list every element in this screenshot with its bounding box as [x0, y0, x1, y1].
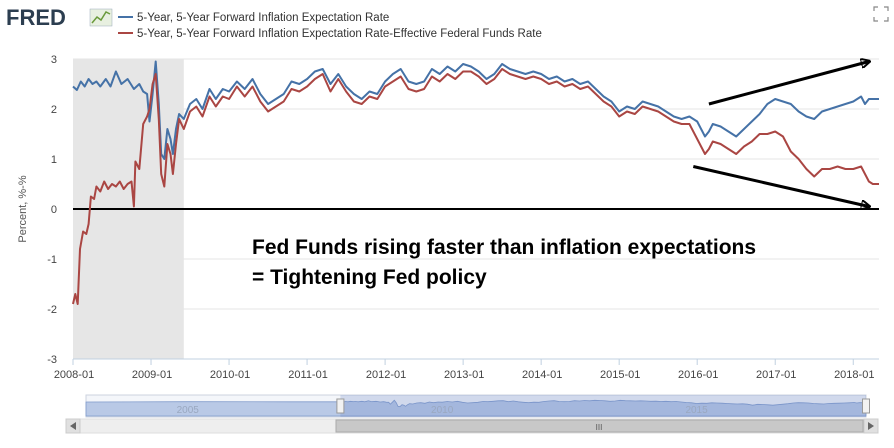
x-tick-label: 2011-01 — [288, 369, 328, 381]
navigator-handle-left[interactable] — [336, 398, 345, 414]
annotation-line-1: Fed Funds rising faster than inflation e… — [252, 236, 756, 259]
y-axis-label: Percent, %-% — [17, 175, 29, 242]
x-tick-label: 2014-01 — [522, 369, 562, 381]
y-tick-label: -2 — [47, 304, 57, 316]
scrollbar[interactable]: III — [65, 418, 879, 434]
x-tick-label: 2013-01 — [444, 369, 484, 381]
scrollbar-thumb[interactable] — [335, 419, 864, 433]
navigator-year-labels: 2005 2010 2015 — [177, 405, 708, 416]
series-line-1[interactable] — [72, 60, 879, 160]
annotation-arrow-2 — [692, 165, 869, 207]
y-tick-label: 0 — [51, 204, 57, 216]
x-tick-label: 2015-01 — [600, 369, 640, 381]
y-tick-label: 1 — [51, 154, 57, 166]
navigator-selection[interactable] — [340, 395, 866, 417]
legend-label: 5-Year, 5-Year Forward Inflation Expecta… — [137, 12, 389, 24]
annotations: Fed Funds rising faster than inflation e… — [252, 62, 869, 289]
navigator-year-label: 2005 — [177, 405, 200, 416]
scrollbar-grip: III — [596, 423, 603, 432]
range-navigator[interactable]: 2005 2010 2015 — [85, 394, 870, 418]
y-tick-label: -1 — [47, 254, 57, 266]
x-tick-label: 2016-01 — [678, 369, 718, 381]
line-chart-icon — [89, 8, 113, 27]
y-tick-label: 2 — [51, 104, 57, 116]
navigator-year-label: 2010 — [431, 405, 454, 416]
series-line-2[interactable] — [72, 68, 879, 305]
x-tick-label: 2017-01 — [756, 369, 796, 381]
x-tick-label: 2010-01 — [210, 369, 250, 381]
chart-header: FRED 5-Year, 5-Year Forward Inflation Ex… — [6, 5, 889, 40]
x-axis-ticks: 2008-01 2009-01 2010-01 2011-01 2012-01 2013-… — [54, 359, 874, 381]
y-tick-label: 3 — [51, 54, 57, 66]
series-layer — [72, 60, 879, 305]
x-tick-label: 2012-01 — [366, 369, 406, 381]
annotation-line-2: = Tightening Fed policy — [252, 266, 487, 289]
x-tick-label: 2009-01 — [132, 369, 172, 381]
navigator-year-label: 2015 — [685, 405, 708, 416]
legend-item-series-2[interactable]: 5-Year, 5-Year Forward Inflation Expecta… — [118, 28, 542, 40]
legend-label: 5-Year, 5-Year Forward Inflation Expecta… — [137, 28, 542, 40]
annotation-arrow-1 — [708, 62, 869, 106]
navigator-series — [85, 399, 867, 417]
scroll-left-arrow — [70, 422, 76, 430]
x-tick-label: 2008-01 — [54, 369, 94, 381]
y-tick-label: -3 — [47, 354, 57, 366]
x-tick-label: 2018-01 — [834, 369, 874, 381]
fred-logo[interactable]: FRED — [6, 5, 66, 30]
navigator-handle-right[interactable] — [862, 398, 870, 414]
legend-item-series-1[interactable]: 5-Year, 5-Year Forward Inflation Expecta… — [118, 12, 389, 24]
fullscreen-icon[interactable] — [873, 6, 889, 22]
y-axis-ticks: 3 2 1 0 -1 -2 -3 — [47, 54, 57, 366]
scroll-right-arrow — [868, 422, 874, 430]
